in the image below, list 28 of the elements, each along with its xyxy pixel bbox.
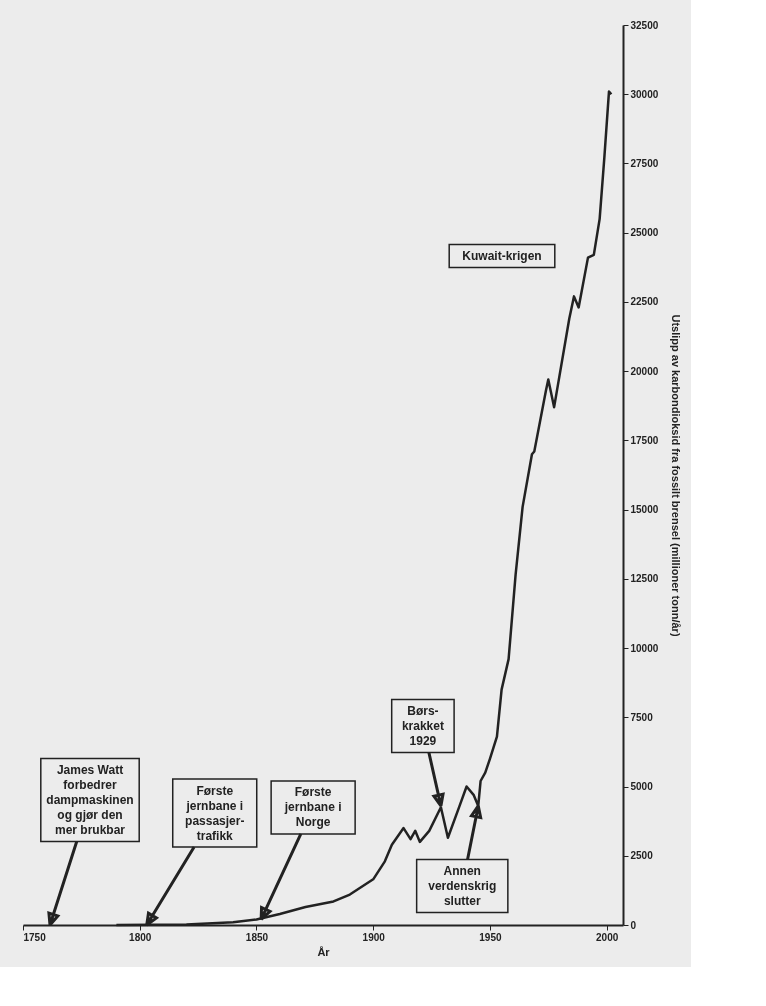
y-tick-label: 7500 [630, 711, 654, 723]
y-tick-label: 27500 [630, 157, 659, 169]
x-tick-label: 1800 [129, 931, 152, 943]
x-tick-label: 1950 [479, 931, 502, 943]
y-tick-label: 15000 [630, 504, 659, 516]
y-tick-label: 20000 [630, 365, 659, 377]
y-tick-label: 25000 [630, 227, 659, 239]
x-tick-label: 1900 [362, 931, 386, 943]
annotation: Første jernbane i passasjer- trafikk [185, 783, 245, 843]
y-tick-label: 17500 [630, 434, 659, 446]
y-tick-label: 30000 [630, 88, 659, 100]
annotation: Første jernbane i Norge [283, 785, 342, 830]
y-tick-label: 12500 [630, 573, 659, 585]
x-tick-label: 1750 [23, 931, 47, 943]
annotation: Børs- krakket 1929 [401, 703, 444, 748]
y-tick-label: 5000 [630, 781, 654, 793]
y-tick-label: 2500 [630, 850, 654, 862]
y-tick-label: 22500 [630, 296, 659, 308]
annotation: Kuwait-krigen [462, 249, 542, 263]
annotation: James Watt forbedrer dampmaskinen og gjør den mer brukbar [46, 763, 134, 837]
x-axis-title: År [317, 945, 331, 958]
y-axis-title: Utslipp av karbondioksid fra fossilt brensel (millioner tonn/år) [670, 314, 683, 637]
y-tick-label: 10000 [630, 642, 659, 654]
x-tick-label: 1850 [245, 931, 269, 943]
y-tick-label: 0 [630, 919, 637, 931]
x-tick-label: 2000 [596, 931, 619, 943]
annotation: Annen verdenskrig slutter [428, 863, 497, 908]
y-tick-label: 32500 [630, 19, 659, 31]
